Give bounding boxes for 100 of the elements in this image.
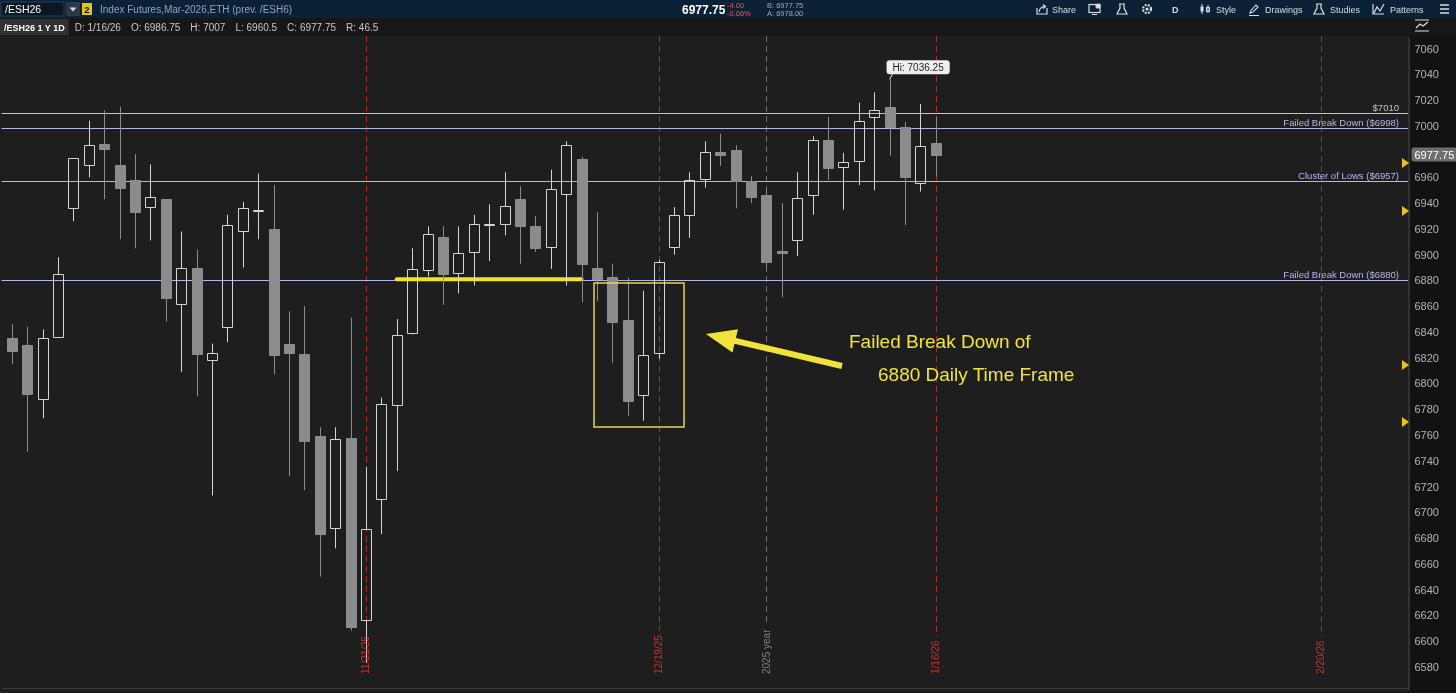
candlestick: [299, 305, 310, 491]
candlestick: [500, 171, 511, 236]
candlestick: [838, 152, 849, 211]
candlestick: [700, 140, 711, 189]
y-tick-label: 7020: [1414, 94, 1439, 107]
x-tick-label: 11/21/25: [360, 635, 372, 674]
candlestick: [515, 185, 526, 265]
candlestick: [7, 323, 18, 365]
ref-line-label: $7010: [1372, 101, 1399, 113]
y-tick-label: 7040: [1414, 68, 1439, 81]
annotation: Hi: 7036.25: [892, 61, 945, 73]
y-tick-label: 6700: [1414, 506, 1439, 519]
y-tick-label: 6660: [1414, 557, 1439, 570]
text: D: [1172, 5, 1179, 15]
y-tick-label: 6580: [1414, 660, 1439, 673]
y-tick-label: 6880: [1414, 274, 1439, 287]
y-tick-label: 6640: [1414, 583, 1439, 596]
text: Share: [1052, 5, 1077, 15]
candlestick: [22, 326, 33, 453]
candlestick: [38, 328, 49, 419]
candlestick: [115, 106, 126, 240]
candlestick: [792, 171, 803, 257]
ref-line-label: Failed Break Down ($6998): [1283, 116, 1399, 128]
candlestick: [453, 225, 464, 294]
candlestick: [469, 214, 480, 287]
y-tick-label: 7060: [1414, 42, 1439, 55]
candlestick: [761, 188, 772, 269]
candlestick: [99, 109, 110, 200]
y-tick-label: 6760: [1414, 429, 1439, 441]
text: Style: [1216, 5, 1237, 15]
candlestick: [623, 277, 634, 417]
text: L: 6960.5: [235, 21, 278, 33]
candlestick: [592, 211, 603, 302]
y-tick-label: 7000: [1414, 119, 1439, 132]
text: Patterns: [1390, 5, 1425, 15]
y-tick-label: 6800: [1414, 377, 1439, 390]
candlestick: [253, 173, 264, 240]
text: H: 7007: [190, 21, 226, 33]
candlestick: [715, 133, 726, 167]
y-tick-label: 6680: [1414, 532, 1439, 545]
y-tick-label: 6600: [1414, 635, 1439, 648]
candlestick: [84, 120, 95, 178]
y-tick-label: 6820: [1414, 351, 1439, 364]
y-tick-label: 6940: [1414, 197, 1439, 210]
text: Drawings: [1265, 5, 1304, 15]
candlestick: [176, 230, 187, 373]
candlestick: [484, 203, 495, 262]
candlestick: [546, 169, 557, 270]
y-tick-label: 6840: [1414, 325, 1439, 338]
candlestick: [284, 310, 295, 477]
candlestick: [68, 157, 79, 222]
candlestick: [808, 135, 819, 216]
candlestick: [145, 164, 156, 241]
candlestick: [561, 140, 572, 287]
candlestick: [53, 256, 64, 338]
candlestick: [931, 116, 942, 178]
candlestick: [823, 116, 834, 181]
candlestick: [423, 225, 434, 278]
text: R: 46.5: [346, 21, 379, 33]
candlestick: [731, 144, 742, 209]
candlestick: [746, 175, 757, 204]
candlestick: [577, 156, 588, 303]
text: /ESH26: [5, 3, 42, 15]
candlestick: [915, 103, 926, 193]
candlestick: [684, 171, 695, 239]
y-tick-label: 6620: [1414, 609, 1439, 622]
y-tick-label: 6720: [1414, 480, 1439, 493]
candlestick: [376, 397, 387, 535]
y-tick-label: 6740: [1414, 454, 1439, 467]
y-tick-label: 6920: [1414, 222, 1439, 235]
y-tick-label: 6900: [1414, 248, 1439, 261]
candlestick: [269, 184, 280, 375]
candlestick: [207, 343, 218, 497]
candlestick: [346, 317, 357, 632]
candlestick: [900, 121, 911, 226]
candlestick: [192, 249, 203, 397]
candlestick: [869, 91, 880, 191]
candlestick: [607, 263, 618, 364]
candlestick: [777, 202, 788, 298]
candlestick: [638, 290, 649, 422]
annotation: Failed Break Down of 6880 Daily Time Frame: [849, 331, 1075, 385]
x-tick-label: 2/20/26: [1315, 640, 1327, 674]
candlestick: [130, 153, 141, 249]
chart-title: /ESH26 1 Y 1D: [4, 22, 66, 33]
ref-line-label: Failed Break Down ($6880): [1283, 268, 1399, 280]
candlestick: [392, 318, 403, 472]
text: O: 6986.75: [130, 21, 181, 33]
y-tick-label: 6860: [1414, 300, 1439, 313]
candlestick: [238, 201, 249, 269]
text: C: 6977.75: [287, 21, 337, 33]
x-tick-label: 2025 year: [760, 628, 772, 674]
candlestick: [407, 247, 418, 336]
candlestick: [654, 259, 665, 360]
text: 6977.75: [682, 2, 726, 17]
candlestick: [854, 102, 865, 186]
x-tick-label: 1/16/26: [930, 640, 942, 674]
candlestick: [438, 225, 449, 306]
text: Studies: [1330, 5, 1361, 15]
y-tick-label: 6780: [1414, 403, 1439, 416]
text: D: 1/16/26: [74, 21, 122, 33]
